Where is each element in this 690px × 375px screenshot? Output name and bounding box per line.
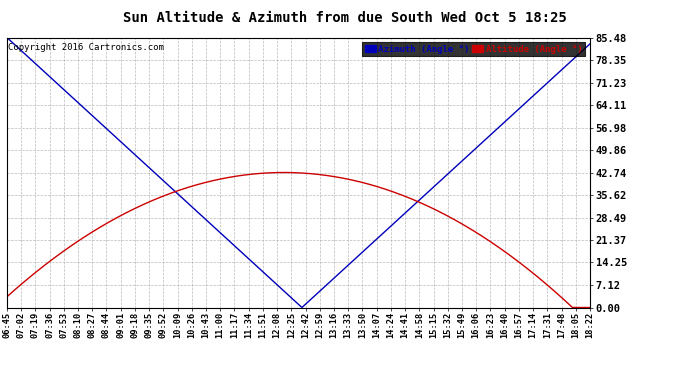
Text: Copyright 2016 Cartronics.com: Copyright 2016 Cartronics.com (8, 43, 164, 52)
Text: Sun Altitude & Azimuth from due South Wed Oct 5 18:25: Sun Altitude & Azimuth from due South We… (123, 11, 567, 25)
Legend: Azimuth (Angle °), Altitude (Angle °): Azimuth (Angle °), Altitude (Angle °) (362, 42, 585, 56)
